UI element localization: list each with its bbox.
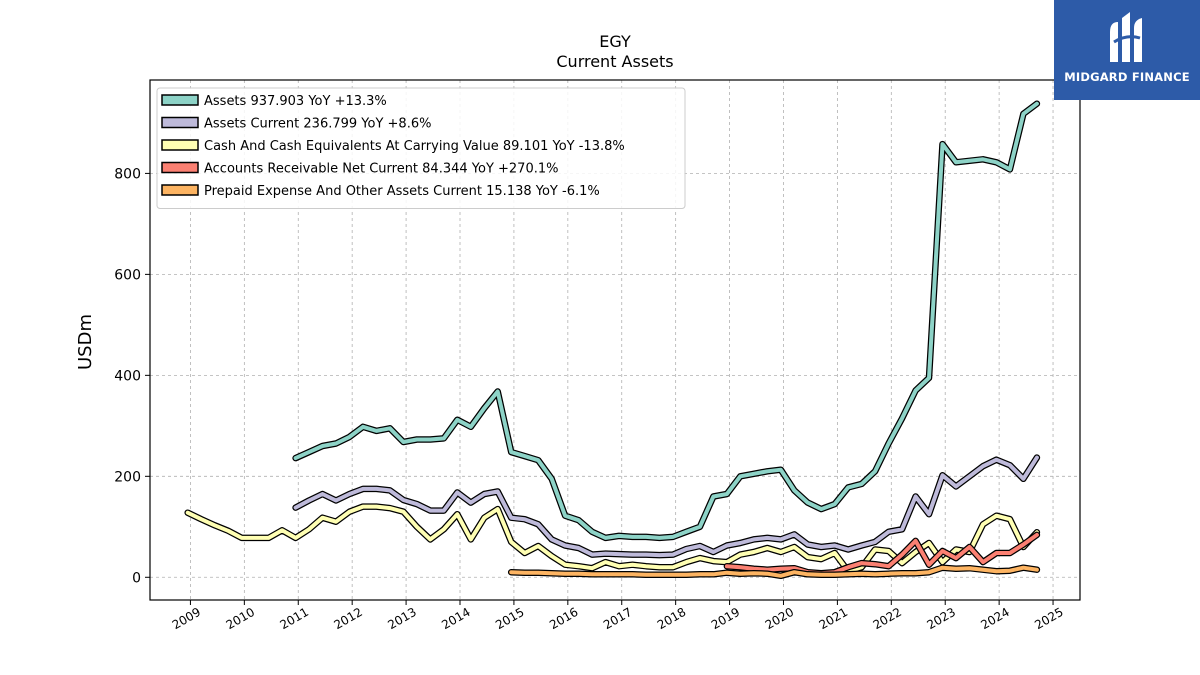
x-tick-label: 2024 xyxy=(978,605,1011,632)
series-0 xyxy=(292,100,1041,542)
series-line xyxy=(293,455,1039,558)
y-tick-label: 800 xyxy=(114,166,141,182)
legend-label: Accounts Receivable Net Current 84.344 Y… xyxy=(204,162,559,177)
y-axis: 0 200 400 600 800 xyxy=(114,166,150,586)
y-tick-label: 600 xyxy=(114,267,141,283)
legend-label: Cash And Cash Equivalents At Carrying Va… xyxy=(204,139,625,154)
series-line xyxy=(509,565,1039,578)
x-tick-label: 2013 xyxy=(385,605,418,632)
y-tick-label: 200 xyxy=(114,469,141,485)
x-tick-label: 2011 xyxy=(278,605,311,632)
legend-label: Prepaid Expense And Other Assets Current… xyxy=(204,184,600,199)
legend-swatch xyxy=(161,184,199,196)
logo: MIDGARD FINANCE xyxy=(1054,0,1200,100)
x-tick-label: 2015 xyxy=(493,605,526,632)
series-line xyxy=(293,101,1039,540)
x-tick-label: 2016 xyxy=(547,605,580,632)
x-axis: 2009 2010 2011 2012 2013 2014 2015 2016 2017 2018… xyxy=(170,600,1066,632)
series-1 xyxy=(292,454,1041,559)
legend-box xyxy=(156,87,686,209)
x-tick-label: 2017 xyxy=(601,605,634,632)
legend-swatch xyxy=(161,116,199,129)
x-tick-label: 2014 xyxy=(439,605,472,632)
y-tick-label: 400 xyxy=(114,368,141,384)
x-tick-label: 2019 xyxy=(709,605,742,632)
series-4 xyxy=(507,564,1041,580)
x-tick-label: 2021 xyxy=(817,605,850,632)
chart-subtitle: Current Assets xyxy=(556,52,673,71)
x-tick-label: 2010 xyxy=(224,605,257,632)
x-tick-label: 2022 xyxy=(871,605,904,632)
x-tick-label: 2009 xyxy=(170,605,203,632)
series-3 xyxy=(723,531,1041,577)
x-tick-label: 2023 xyxy=(924,605,957,632)
logo-text: MIDGARD FINANCE xyxy=(1064,70,1190,84)
x-tick-label: 2018 xyxy=(655,605,688,632)
legend: Assets 937.903 YoY +13.3% Assets Current … xyxy=(156,87,686,209)
legend-label: Assets Current 236.799 YoY +8.6% xyxy=(204,117,431,132)
x-tick-label: 2025 xyxy=(1032,605,1065,632)
legend-label: Assets 937.903 YoY +13.3% xyxy=(204,94,387,109)
x-tick-label: 2012 xyxy=(331,605,364,632)
series-layer xyxy=(184,100,1041,580)
midgard-logo-icon xyxy=(1110,12,1142,62)
legend-swatch xyxy=(161,94,199,106)
legend-swatch xyxy=(161,161,199,174)
series-line xyxy=(724,532,1039,576)
legend-swatch xyxy=(161,139,199,151)
x-tick-label: 2020 xyxy=(763,605,796,632)
plot-frame xyxy=(149,79,1081,601)
chart-title: EGY xyxy=(599,32,631,51)
y-tick-label: 0 xyxy=(132,570,141,586)
y-axis-label: USDm xyxy=(75,314,96,370)
